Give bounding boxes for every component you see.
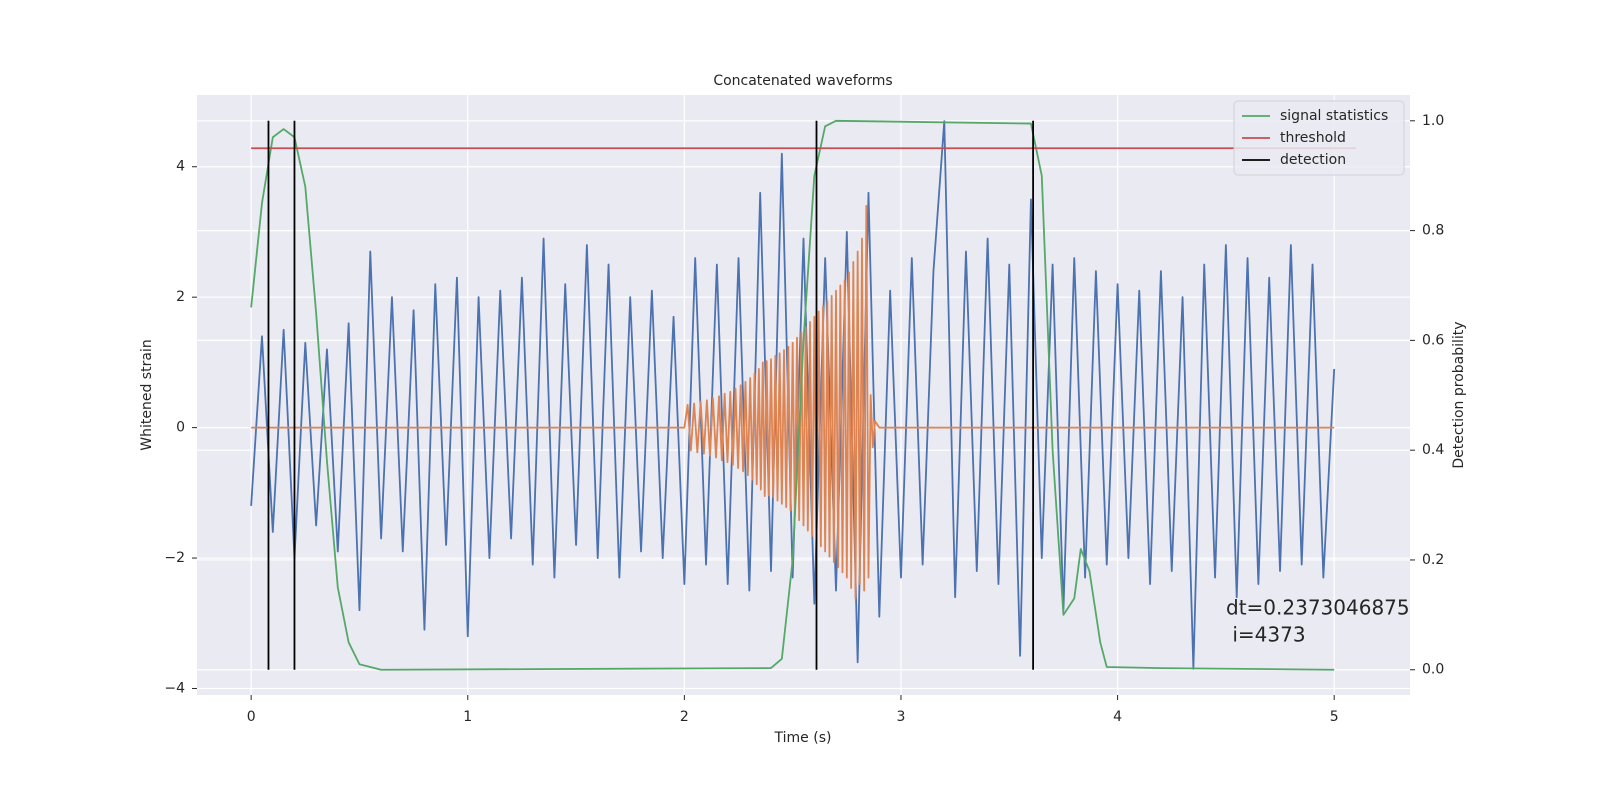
series-line (250, 120, 1336, 670)
series-line (251, 204, 1335, 600)
y2-tick-label: 0.6 (1422, 332, 1444, 348)
legend: signal statistics threshold detection (1233, 100, 1405, 176)
y2-tick-label: 0.4 (1422, 442, 1444, 458)
y2-tick-label: 0.8 (1422, 223, 1444, 239)
x-axis-label: Time (s) (774, 730, 832, 746)
legend-label: signal statistics (1280, 108, 1388, 124)
plot-lines (250, 119, 1356, 671)
x-tick-label: 4 (1113, 709, 1122, 725)
y-tick-label: −2 (164, 550, 185, 566)
annotation: i=4373 (1226, 623, 1306, 647)
series-line (250, 119, 1335, 671)
y2-axis-label: Detection probability (1451, 321, 1467, 468)
y-axis-label: Whitened strain (139, 339, 155, 450)
y-tick-label: −4 (164, 680, 185, 696)
x-tick-label: 5 (1330, 709, 1339, 725)
y2-tick-label: 0.2 (1422, 552, 1444, 568)
legend-box (1233, 100, 1405, 176)
chart-title: Concatenated waveforms (713, 73, 892, 89)
y-tick-label: 0 (176, 420, 185, 436)
legend-label: threshold (1280, 130, 1346, 146)
x-tick-label: 0 (247, 709, 256, 725)
x-tick-label: 2 (680, 709, 689, 725)
x-tick-label: 3 (897, 709, 906, 725)
axes: 0 1 2 3 4 5 −4 −2 0 2 4 0.0 0.2 0.4 0.6 0.8 1.0 (164, 113, 1444, 725)
x-tick-label: 1 (463, 709, 472, 725)
y-tick-label: 2 (176, 289, 185, 305)
annotation: dt=0.2373046875 (1226, 596, 1410, 620)
y2-tick-label: 0.0 (1422, 662, 1444, 678)
y2-tick-label: 1.0 (1422, 113, 1444, 129)
legend-label: detection (1280, 152, 1346, 168)
y-tick-label: 4 (176, 159, 185, 175)
